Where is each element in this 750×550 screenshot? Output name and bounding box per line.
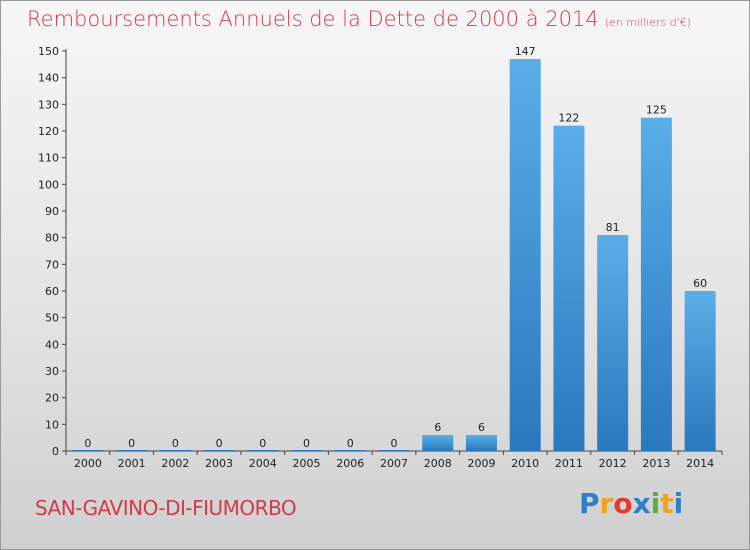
data-label: 0 bbox=[216, 437, 223, 450]
y-tick-label: 150 bbox=[38, 45, 59, 58]
y-tick-label: 120 bbox=[38, 125, 59, 138]
data-label: 122 bbox=[558, 112, 579, 125]
y-tick-label: 50 bbox=[45, 312, 59, 325]
data-label: 60 bbox=[693, 277, 707, 290]
bar-2008 bbox=[422, 435, 454, 451]
x-tick-label: 2014 bbox=[686, 457, 714, 470]
logo-letter: t bbox=[660, 487, 674, 520]
data-label: 0 bbox=[128, 437, 135, 450]
y-tick-label: 10 bbox=[45, 418, 59, 431]
x-tick-label: 2004 bbox=[249, 457, 277, 470]
data-label: 0 bbox=[84, 437, 91, 450]
y-tick-label: 130 bbox=[38, 98, 59, 111]
x-tick-label: 2010 bbox=[511, 457, 539, 470]
x-tick-label: 2002 bbox=[161, 457, 189, 470]
y-tick-label: 0 bbox=[52, 445, 59, 458]
bar-2014 bbox=[684, 291, 716, 451]
y-tick-label: 70 bbox=[45, 258, 59, 271]
data-label: 6 bbox=[434, 421, 441, 434]
unit-label: (en milliers d'€) bbox=[604, 16, 691, 29]
x-tick-label: 2003 bbox=[205, 457, 233, 470]
bar-2009 bbox=[465, 435, 497, 451]
data-label: 0 bbox=[347, 437, 354, 450]
logo-letter: i bbox=[673, 487, 684, 520]
labels: 2000 0 2001 0 2002 0 2003 0 2004 0 2005 0 2006 0 2007 0… bbox=[74, 45, 714, 470]
bars bbox=[72, 59, 716, 452]
x-tick-label: 2001 bbox=[118, 457, 146, 470]
data-label: 125 bbox=[646, 104, 667, 117]
title-text: Remboursements Annuels de la Dette de 20… bbox=[27, 7, 599, 31]
y-tick-label: 140 bbox=[38, 72, 59, 85]
logo-letter: i bbox=[650, 487, 661, 520]
y-tick-label: 90 bbox=[45, 205, 59, 218]
y-tick-label: 30 bbox=[45, 365, 59, 378]
x-tick-label: 2006 bbox=[336, 457, 364, 470]
logo-letter: r bbox=[599, 487, 614, 520]
y-tick-label: 80 bbox=[45, 232, 59, 245]
data-label: 0 bbox=[259, 437, 266, 450]
commune-name: SAN-GAVINO-DI-FIUMORBO bbox=[35, 496, 297, 520]
data-label: 147 bbox=[515, 45, 536, 58]
logo-letter: o bbox=[613, 487, 633, 520]
data-label: 0 bbox=[303, 437, 310, 450]
bar-2013 bbox=[640, 117, 672, 452]
data-label: 0 bbox=[172, 437, 179, 450]
x-tick-label: 2008 bbox=[424, 457, 452, 470]
x-tick-label: 2009 bbox=[467, 457, 495, 470]
x-tick-label: 2007 bbox=[380, 457, 408, 470]
logo-letter: x bbox=[632, 487, 651, 520]
y-tick-label: 110 bbox=[38, 152, 59, 165]
bar-2010 bbox=[509, 59, 541, 451]
y-tick-label: 60 bbox=[45, 285, 59, 298]
y-tick-label: 20 bbox=[45, 392, 59, 405]
x-tick-label: 2000 bbox=[74, 457, 102, 470]
y-tick-label: 100 bbox=[38, 178, 59, 191]
data-label: 6 bbox=[478, 421, 485, 434]
x-tick-label: 2012 bbox=[599, 457, 627, 470]
proxiti-logo: Proxiti bbox=[579, 487, 683, 520]
bar-2011 bbox=[553, 125, 585, 452]
logo-letter: P bbox=[579, 487, 600, 520]
x-tick-label: 2011 bbox=[555, 457, 583, 470]
data-label: 81 bbox=[606, 221, 620, 234]
bar-2012 bbox=[597, 235, 629, 451]
y-tick-label: 40 bbox=[45, 338, 59, 351]
chart-title: Remboursements Annuels de la Dette de 20… bbox=[27, 7, 691, 31]
data-label: 0 bbox=[391, 437, 398, 450]
x-tick-label: 2013 bbox=[642, 457, 670, 470]
x-tick-label: 2005 bbox=[293, 457, 321, 470]
